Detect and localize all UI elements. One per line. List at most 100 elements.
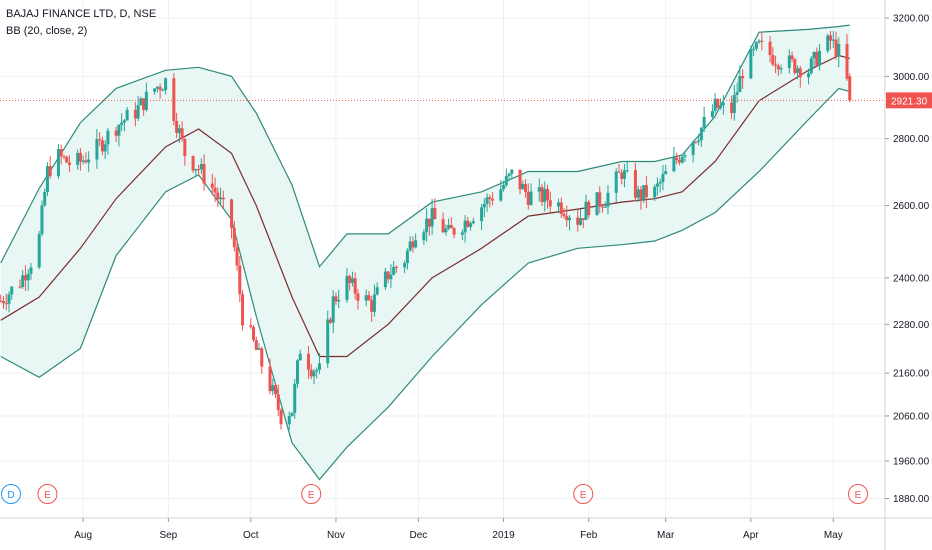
- y-tick-label: 2800.00: [893, 134, 930, 145]
- candle-body: [290, 412, 294, 417]
- candle-body: [122, 120, 126, 123]
- indicator-title[interactable]: BB (20, close, 2): [6, 25, 88, 37]
- candle-body: [65, 156, 69, 163]
- x-tick-label: May: [824, 530, 843, 541]
- candle-body: [691, 141, 695, 156]
- candle-body: [507, 173, 511, 177]
- candle-body: [249, 325, 253, 327]
- candle-body: [584, 201, 588, 220]
- candle-body: [194, 169, 198, 171]
- candle-body: [254, 339, 258, 350]
- earnings-marker[interactable]: E: [848, 484, 868, 504]
- candle-body: [672, 157, 676, 172]
- candle-body: [488, 197, 492, 199]
- candle-body: [356, 293, 360, 301]
- candle-body: [826, 35, 830, 51]
- earnings-marker[interactable]: E: [37, 484, 58, 504]
- legend: BAJAJ FINANCE LTD, D, NSE BB (20, close,…: [6, 6, 156, 40]
- candle-body: [0, 300, 3, 302]
- candle-body: [644, 185, 648, 198]
- dividend-marker[interactable]: D: [1, 484, 21, 504]
- candle-body: [161, 89, 165, 91]
- earnings-marker[interactable]: E: [573, 484, 594, 504]
- candle-body: [164, 78, 168, 90]
- marker-label: D: [7, 490, 14, 501]
- candle-body: [100, 140, 104, 152]
- candle-body: [433, 208, 437, 220]
- y-tick-label: 1880.00: [893, 494, 930, 505]
- candle-body: [633, 170, 637, 198]
- candle-body: [595, 192, 599, 216]
- candle-body: [521, 183, 525, 190]
- candle-body: [95, 139, 99, 160]
- candle-body: [680, 156, 684, 163]
- candle-body: [540, 187, 544, 203]
- candle-body: [309, 369, 313, 377]
- candle-body: [449, 224, 453, 229]
- candle-body: [274, 385, 278, 395]
- candle-body: [405, 250, 409, 264]
- candle-body: [529, 191, 533, 205]
- candle-body: [606, 192, 610, 207]
- candle-body: [78, 152, 82, 162]
- candle-body: [238, 265, 242, 295]
- x-tick-label: Aug: [74, 530, 92, 541]
- earnings-marker[interactable]: E: [301, 484, 322, 504]
- candle-body: [526, 191, 530, 205]
- candles: [0, 30, 852, 430]
- candle-body: [295, 360, 299, 384]
- candle-body: [658, 182, 662, 184]
- candle-body: [142, 98, 146, 110]
- candle-body: [312, 371, 316, 377]
- candle-body: [120, 122, 124, 125]
- x-tick-label: Mar: [657, 530, 675, 541]
- candle-body: [543, 188, 547, 203]
- candle-body: [43, 192, 47, 206]
- candle-body: [345, 275, 349, 300]
- candle-body: [287, 416, 291, 425]
- symbol-title[interactable]: BAJAJ FINANCE LTD, D, NSE: [6, 8, 157, 20]
- candle-body: [565, 216, 569, 221]
- candle-body: [425, 218, 429, 233]
- candle-body: [408, 241, 412, 251]
- candle-body: [40, 205, 44, 235]
- candle-body: [257, 348, 261, 350]
- candle-body: [524, 183, 528, 192]
- y-tick-label: 3200.00: [893, 14, 930, 25]
- candle-body: [199, 164, 203, 170]
- candle-body: [37, 234, 41, 268]
- candle-body: [427, 218, 431, 227]
- candle-body: [386, 271, 390, 280]
- candle-body: [136, 105, 140, 119]
- candle-body: [241, 294, 245, 326]
- candle-body: [4, 303, 8, 305]
- lower-band-line: [0, 87, 850, 481]
- candle-body: [62, 156, 66, 158]
- candle-body: [210, 183, 214, 188]
- candle-body: [537, 187, 541, 192]
- candle-body: [389, 274, 393, 280]
- x-tick-label: Apr: [743, 530, 759, 541]
- candle-body: [485, 197, 489, 204]
- candle-body: [328, 319, 332, 323]
- candle-body: [779, 67, 783, 70]
- candle-body: [702, 116, 706, 128]
- candle-body: [598, 192, 602, 207]
- candle-body: [845, 44, 849, 79]
- last-price-box: [886, 92, 932, 109]
- candle-body: [463, 220, 467, 233]
- x-tick-label: Dec: [409, 530, 427, 541]
- candle-body: [548, 200, 552, 207]
- candle-body: [469, 223, 473, 227]
- candle-body: [444, 228, 448, 233]
- candle-body: [293, 383, 297, 413]
- candle-body: [430, 208, 434, 227]
- candle-body: [735, 92, 739, 95]
- candle-body: [21, 275, 25, 287]
- candle-body: [831, 39, 835, 41]
- candle-body: [106, 130, 110, 145]
- candle-body: [683, 155, 687, 157]
- candle-body: [694, 141, 698, 143]
- basis-line: [0, 54, 850, 358]
